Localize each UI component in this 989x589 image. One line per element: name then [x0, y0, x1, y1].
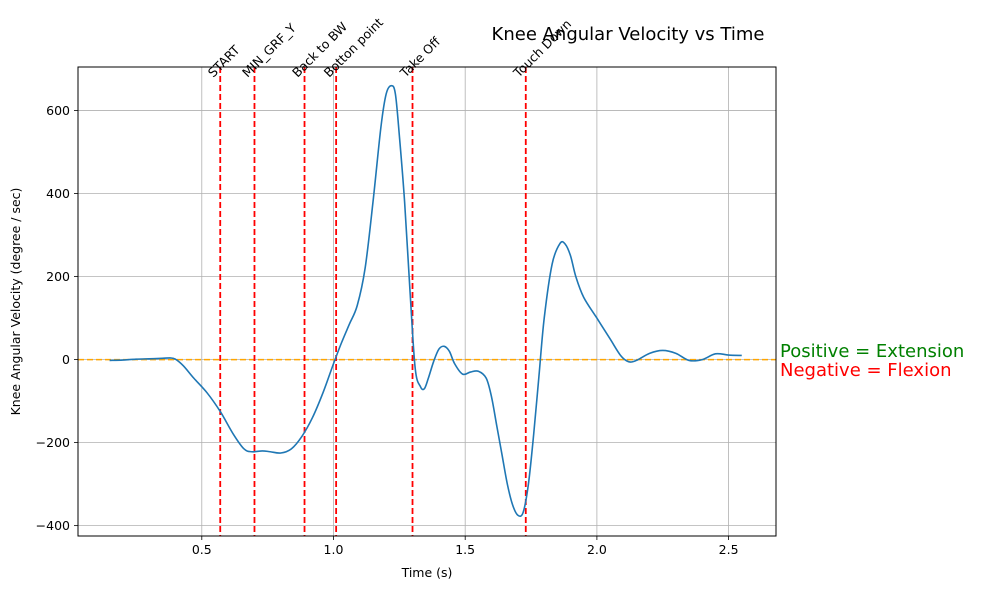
event-label: START [205, 42, 243, 80]
event-label: Take Off [396, 34, 443, 81]
y-tick-label: 600 [46, 103, 70, 118]
y-tick-label: −400 [36, 518, 70, 533]
x-axis-ticks: 0.5 1.0 1.5 2.0 2.5 [192, 536, 739, 557]
series-lines [109, 84, 742, 518]
y-tick-label: −200 [36, 435, 70, 450]
positive-extension-note: Positive = Extension [780, 341, 964, 362]
event-lines [219, 67, 527, 536]
y-tick-label: 200 [46, 269, 70, 284]
x-tick-label: 2.0 [587, 542, 607, 557]
y-tick-label: 400 [46, 186, 70, 201]
y-tick-label: 0 [62, 352, 70, 367]
x-tick-label: 0.5 [192, 542, 212, 557]
x-tick-label: 1.5 [455, 542, 475, 557]
negative-flexion-note: Negative = Flexion [780, 360, 952, 381]
x-axis-label: Time (s) [401, 565, 453, 580]
y-axis-ticks: −400 −200 0 200 400 600 [36, 103, 78, 533]
grid-lines [78, 67, 776, 536]
x-tick-label: 2.5 [719, 542, 739, 557]
x-tick-label: 1.0 [324, 542, 344, 557]
y-axis-label: Knee Angular Velocity (degree / sec) [8, 188, 23, 416]
plot-frame [77, 66, 777, 537]
chart-title: Knee Angular Velocity vs Time [492, 24, 765, 45]
knee-velocity-series-line [109, 84, 742, 518]
